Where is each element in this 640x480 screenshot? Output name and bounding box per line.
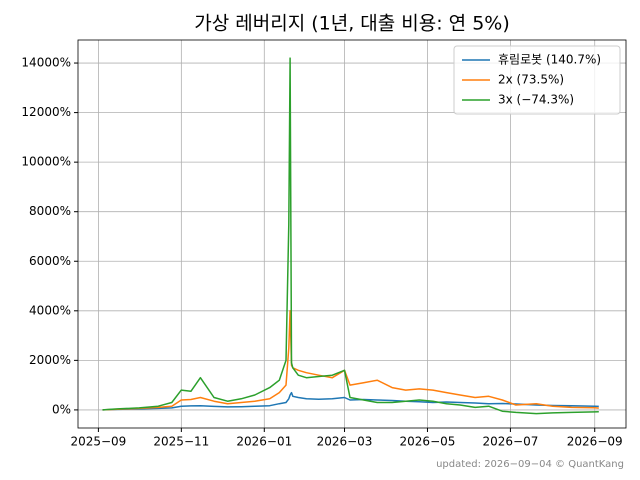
x-tick-label: 2026−01 (236, 435, 292, 449)
x-tick-label: 2026−07 (482, 435, 538, 449)
y-tick-label: 14000% (21, 56, 71, 70)
y-tick-label: 10000% (21, 155, 71, 169)
y-tick-label: 2000% (29, 353, 71, 367)
y-tick-label: 4000% (29, 303, 71, 317)
legend: 휴림로봇 (140.7%) 2x (73.5%) 3x (−74.3%) (453, 45, 621, 115)
footer: updated: 2026−09−04 © QuantKang (436, 459, 624, 470)
legend-box (453, 45, 621, 115)
x-tick-label: 2025−11 (153, 435, 209, 449)
plot-frame (77, 39, 627, 429)
x-tick-label: 2026−09 (567, 435, 623, 449)
legend-label: 2x (73.5%) (498, 73, 564, 87)
series-line (102, 391, 599, 411)
series-line (102, 310, 599, 411)
x-tick-label: 2025−09 (70, 435, 126, 449)
y-tick-label: 0% (52, 402, 71, 416)
legend-label: 3x (−74.3%) (498, 93, 574, 107)
series-line (102, 57, 599, 415)
chart-title: 가상 레버리지 (1년, 대출 비용: 연 5%) (194, 13, 510, 35)
x-tick-label: 2026−05 (400, 435, 456, 449)
y-tick-label: 12000% (21, 105, 71, 119)
x-tick-label: 2026−03 (317, 435, 373, 449)
y-tick-label: 6000% (29, 254, 71, 268)
y-tick-label: 8000% (29, 204, 71, 218)
legend-label: 휴림로봇 (140.7%) (498, 53, 601, 67)
